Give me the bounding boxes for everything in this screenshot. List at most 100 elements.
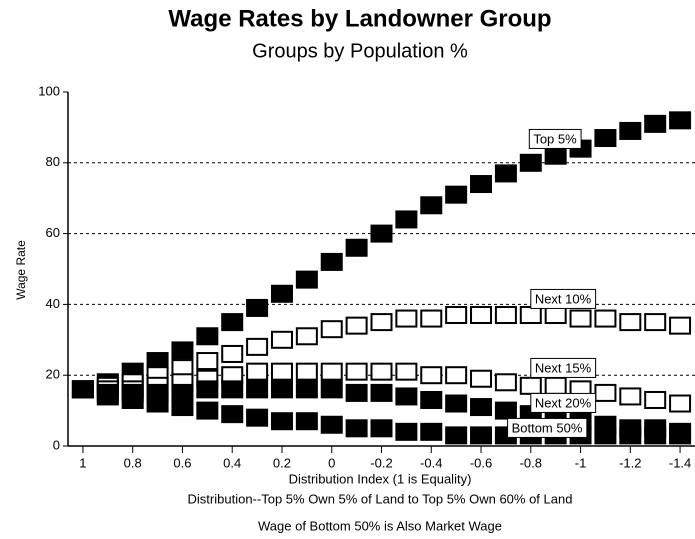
marker [619,426,642,445]
marker [494,401,517,420]
marker [594,309,617,328]
marker [221,380,244,399]
marker [594,426,617,445]
marker [320,415,343,434]
marker [370,362,393,381]
marker [544,376,567,395]
marker [470,306,493,325]
x-tick-label: -1.2 [619,455,641,470]
marker [270,380,293,399]
marker [420,422,443,441]
marker [221,344,244,363]
marker [196,380,219,399]
marker [445,185,468,204]
marker [246,337,269,356]
marker [221,313,244,332]
series-label: Top 5% [533,131,577,146]
marker [519,376,542,395]
marker [519,306,542,325]
marker [420,196,443,215]
marker [644,390,667,409]
y-axis-label: Wage Rate [14,240,28,300]
marker [395,422,418,441]
marker [196,327,219,346]
y-tick-label: 100 [38,83,60,98]
x-tick-label: 0.4 [223,455,241,470]
marker [594,383,617,402]
marker [270,362,293,381]
marker [470,369,493,388]
marker [669,394,692,413]
x-tick-label: 0.6 [173,455,191,470]
marker [420,309,443,328]
marker [470,426,493,445]
marker [196,401,219,420]
series-label: Bottom 50% [512,420,583,435]
marker [121,390,144,409]
marker [395,309,418,328]
marker [246,362,269,381]
x-tick-label: -1.4 [669,455,691,470]
marker [370,313,393,332]
x-axis-label: Distribution Index (1 is Equality) [289,471,472,486]
marker [395,387,418,406]
series-label: Next 20% [535,395,592,410]
marker [370,224,393,243]
marker [320,362,343,381]
note: Wage of Bottom 50% is Also Market Wage [258,518,502,533]
marker [494,306,517,325]
marker [171,398,194,417]
marker [71,380,94,399]
series-label: Next 15% [535,360,592,375]
y-tick-label: 40 [46,296,60,311]
marker [146,394,169,413]
marker [619,387,642,406]
marker [270,412,293,431]
y-tick-label: 20 [46,367,60,382]
marker [345,362,368,381]
marker [320,380,343,399]
marker [270,284,293,303]
marker [594,129,617,148]
series-label-box [530,357,597,378]
marker [395,362,418,381]
marker [669,316,692,335]
x-tick-label: -0.4 [420,455,442,470]
marker [295,327,318,346]
marker [320,252,343,271]
x-tick-label: 0 [328,455,335,470]
y-tick-label: 0 [53,437,60,452]
x-tick-label: -0.8 [520,455,542,470]
x-tick-label: -1 [575,455,587,470]
marker [470,398,493,417]
marker [295,362,318,381]
marker [569,309,592,328]
marker [221,405,244,424]
marker [619,313,642,332]
marker [246,408,269,427]
marker [445,306,468,325]
note: Distribution--Top 5% Own 5% of Land to T… [188,491,573,506]
marker [470,175,493,194]
marker [494,164,517,183]
series-label-box [530,392,597,413]
marker [420,390,443,409]
marker [669,111,692,130]
marker [669,426,692,445]
marker [345,238,368,257]
marker [345,383,368,402]
marker [544,146,567,165]
marker [445,366,468,385]
marker [246,298,269,317]
marker [420,366,443,385]
marker [544,306,567,325]
marker [395,210,418,229]
marker [320,320,343,339]
y-tick-label: 80 [46,154,60,169]
marker [270,330,293,349]
marker [644,114,667,133]
marker [644,426,667,445]
series-label-box [530,288,597,309]
marker [445,394,468,413]
